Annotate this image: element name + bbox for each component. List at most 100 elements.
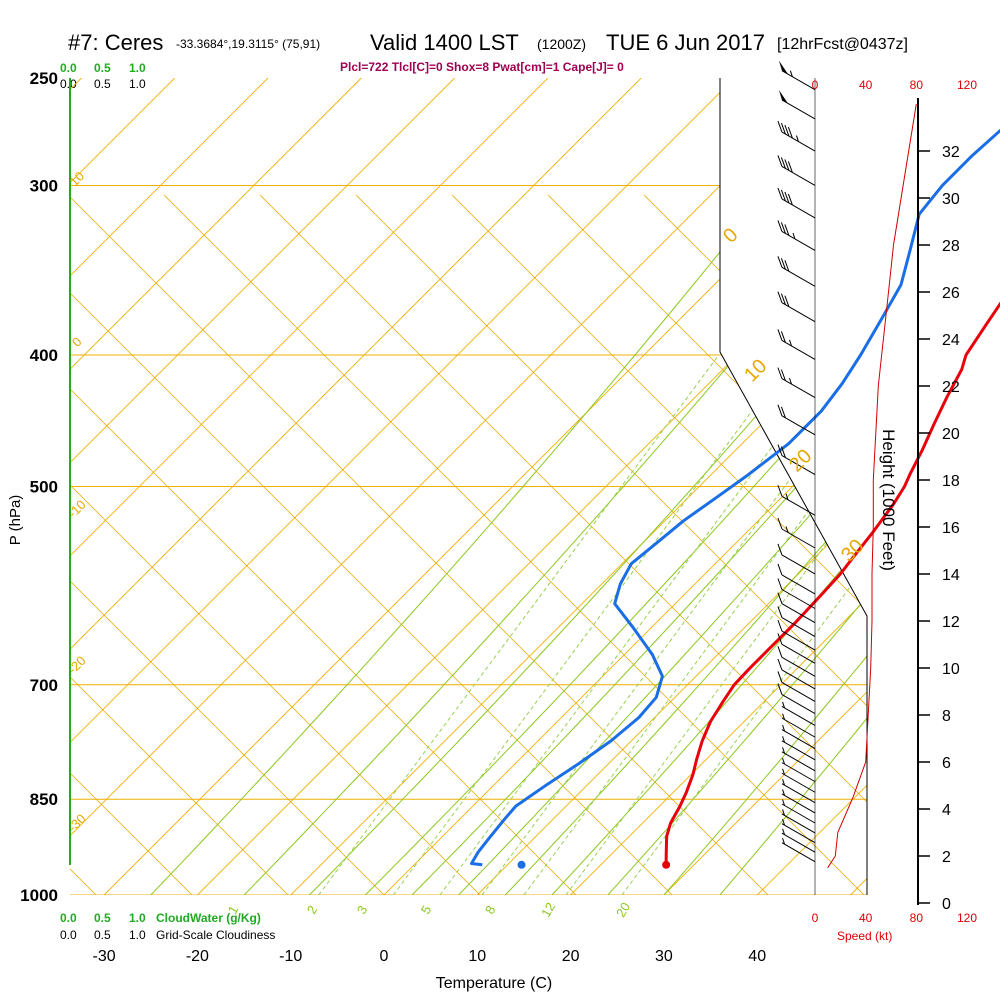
wind-barb-staff: [781, 415, 816, 436]
dry-adiabat-line: [259, 194, 867, 895]
dry-adiabat-line: [70, 194, 481, 895]
cloudiness-bottom-tick: 0.0: [60, 928, 77, 942]
cloudwater-axis-label: CloudWater (g/Kg): [156, 911, 261, 925]
speed-top-tick-label: 40: [859, 78, 873, 92]
wind-barb-half-flag: [785, 526, 789, 533]
wind-barb-flag: [777, 367, 783, 379]
params-line: Plcl=722 Tlcl[C]=0 Shox=8 Pwat[cm]=1 Cap…: [340, 60, 624, 74]
wind-barb-staff: [781, 694, 816, 714]
station-title: #7: Ceres: [68, 30, 163, 55]
wind-barb: [781, 818, 816, 844]
wind-barb-flag: [780, 369, 786, 381]
wind-barb: [781, 713, 816, 738]
dry-adiabat-label: 0: [69, 334, 85, 350]
moist-adiabat-line: [364, 78, 867, 895]
wind-barb: [778, 60, 816, 91]
mixing-ratio-label: 3: [354, 903, 371, 917]
wind-barb-staff: [781, 772, 816, 793]
dry-adiabat-label: -30: [65, 811, 89, 835]
height-tick-label: 2: [942, 849, 951, 866]
cloudiness-axis-label: Grid-Scale Cloudiness: [156, 928, 275, 942]
isotherm-line: [290, 78, 867, 895]
cloudiness-bottom-tick: 1.0: [129, 928, 146, 942]
wind-barb: [777, 329, 816, 360]
wind-barb: [781, 789, 816, 814]
height-tick-label: 30: [942, 191, 960, 208]
mixing-ratio-line: [565, 354, 867, 895]
wind-barb-staff: [781, 378, 816, 399]
wind-barb-flag: [777, 633, 783, 645]
wind-barb: [781, 757, 816, 783]
cloudiness-top-tick: 0.0: [60, 77, 77, 91]
wind-barb-staff: [781, 823, 816, 844]
wind-barb-flag: [777, 646, 783, 658]
height-tick-label: 18: [942, 473, 960, 490]
height-tick-label: 4: [942, 802, 951, 819]
wind-barb-flag: [777, 404, 783, 416]
speed-top-tick-label: 80: [910, 78, 924, 92]
pressure-tick-label: 1000: [20, 886, 58, 905]
speed-top-tick-label: 0: [812, 78, 819, 92]
wind-barb-staff: [781, 793, 816, 814]
wind-barb-half-flag: [782, 713, 786, 720]
cloud-bottom-axes: 0.0 0.5 1.0 CloudWater (g/Kg) 0.0 0.5 1.…: [60, 911, 275, 942]
wind-barb: [777, 517, 816, 549]
height-tick-label: 22: [942, 379, 960, 396]
wind-barb-flag: [777, 120, 783, 133]
wind-barb-flag: [780, 446, 786, 458]
wind-barb: [777, 444, 816, 476]
valid-date: TUE 6 Jun 2017: [606, 30, 765, 55]
wind-barb-staff: [781, 574, 816, 595]
moist-adiabat-line: [607, 78, 867, 895]
cloudwater-bottom-tick: 1.0: [129, 911, 146, 925]
wind-barb-half-flag: [782, 838, 786, 845]
wind-barb-staff: [781, 717, 816, 738]
moist-adiabat-line: [150, 78, 859, 895]
height-axis-label: Height (1000 Feet): [879, 429, 898, 571]
height-tick-label: 10: [942, 661, 960, 678]
wind-barb-staff: [781, 706, 816, 726]
dry-adiabat-line: [163, 194, 865, 895]
wind-barb: [777, 683, 816, 714]
pressure-axis: 250 300 400 500 700 850 1000: [20, 69, 58, 905]
height-tick-label: 12: [942, 614, 960, 631]
mixing-ratio-label: 2: [304, 903, 321, 917]
height-tick-label: 16: [942, 520, 960, 537]
dry-adiabat-label: -20: [65, 653, 89, 677]
dry-adiabat-label: 20: [785, 445, 816, 476]
dry-adiabat-line: [739, 194, 867, 895]
wind-barb: [777, 606, 816, 638]
wind-barb: [777, 543, 816, 575]
dry-adiabat-line: [451, 194, 867, 895]
cloudiness-top-tick: 1.0: [129, 77, 146, 91]
isotherm-line: [70, 78, 829, 895]
wind-barb-half-flag: [782, 799, 786, 806]
wind-barb-half-flag: [782, 736, 786, 743]
wind-barb-staff: [781, 751, 816, 772]
cloudwater-top-tick: 1.0: [129, 61, 146, 75]
wind-barb: [777, 592, 816, 624]
wind-barb: [781, 828, 816, 853]
wind-barb-staff: [781, 729, 816, 750]
wind-barb: [778, 89, 816, 120]
wind-barb-half-flag: [782, 747, 786, 754]
wind-barb: [781, 747, 816, 772]
cloudwater-top-tick: 0.5: [94, 61, 111, 75]
utc-time: (1200Z): [537, 36, 586, 52]
wind-barb-half-flag: [795, 135, 799, 142]
wind-barb-staff: [781, 554, 816, 575]
pressure-axis-label: P (hPa): [7, 495, 24, 546]
wind-barb-staff: [781, 740, 816, 761]
wind-barb-half-flag: [782, 724, 786, 732]
temperature-tick-label: -20: [186, 948, 209, 965]
wind-barb-staff: [781, 603, 816, 624]
moist-adiabat-line: [504, 78, 867, 895]
cloud-top-ticks: 0.0 0.5 1.0 0.0 0.5 1.0: [60, 61, 146, 91]
wind-barb-flag: [777, 517, 783, 530]
wind-barb-staff: [781, 198, 816, 219]
wind-barb-pennant: [778, 60, 789, 75]
dry-adiabat-line: [547, 194, 867, 895]
speed-bottom-tick-label: 40: [859, 911, 873, 925]
